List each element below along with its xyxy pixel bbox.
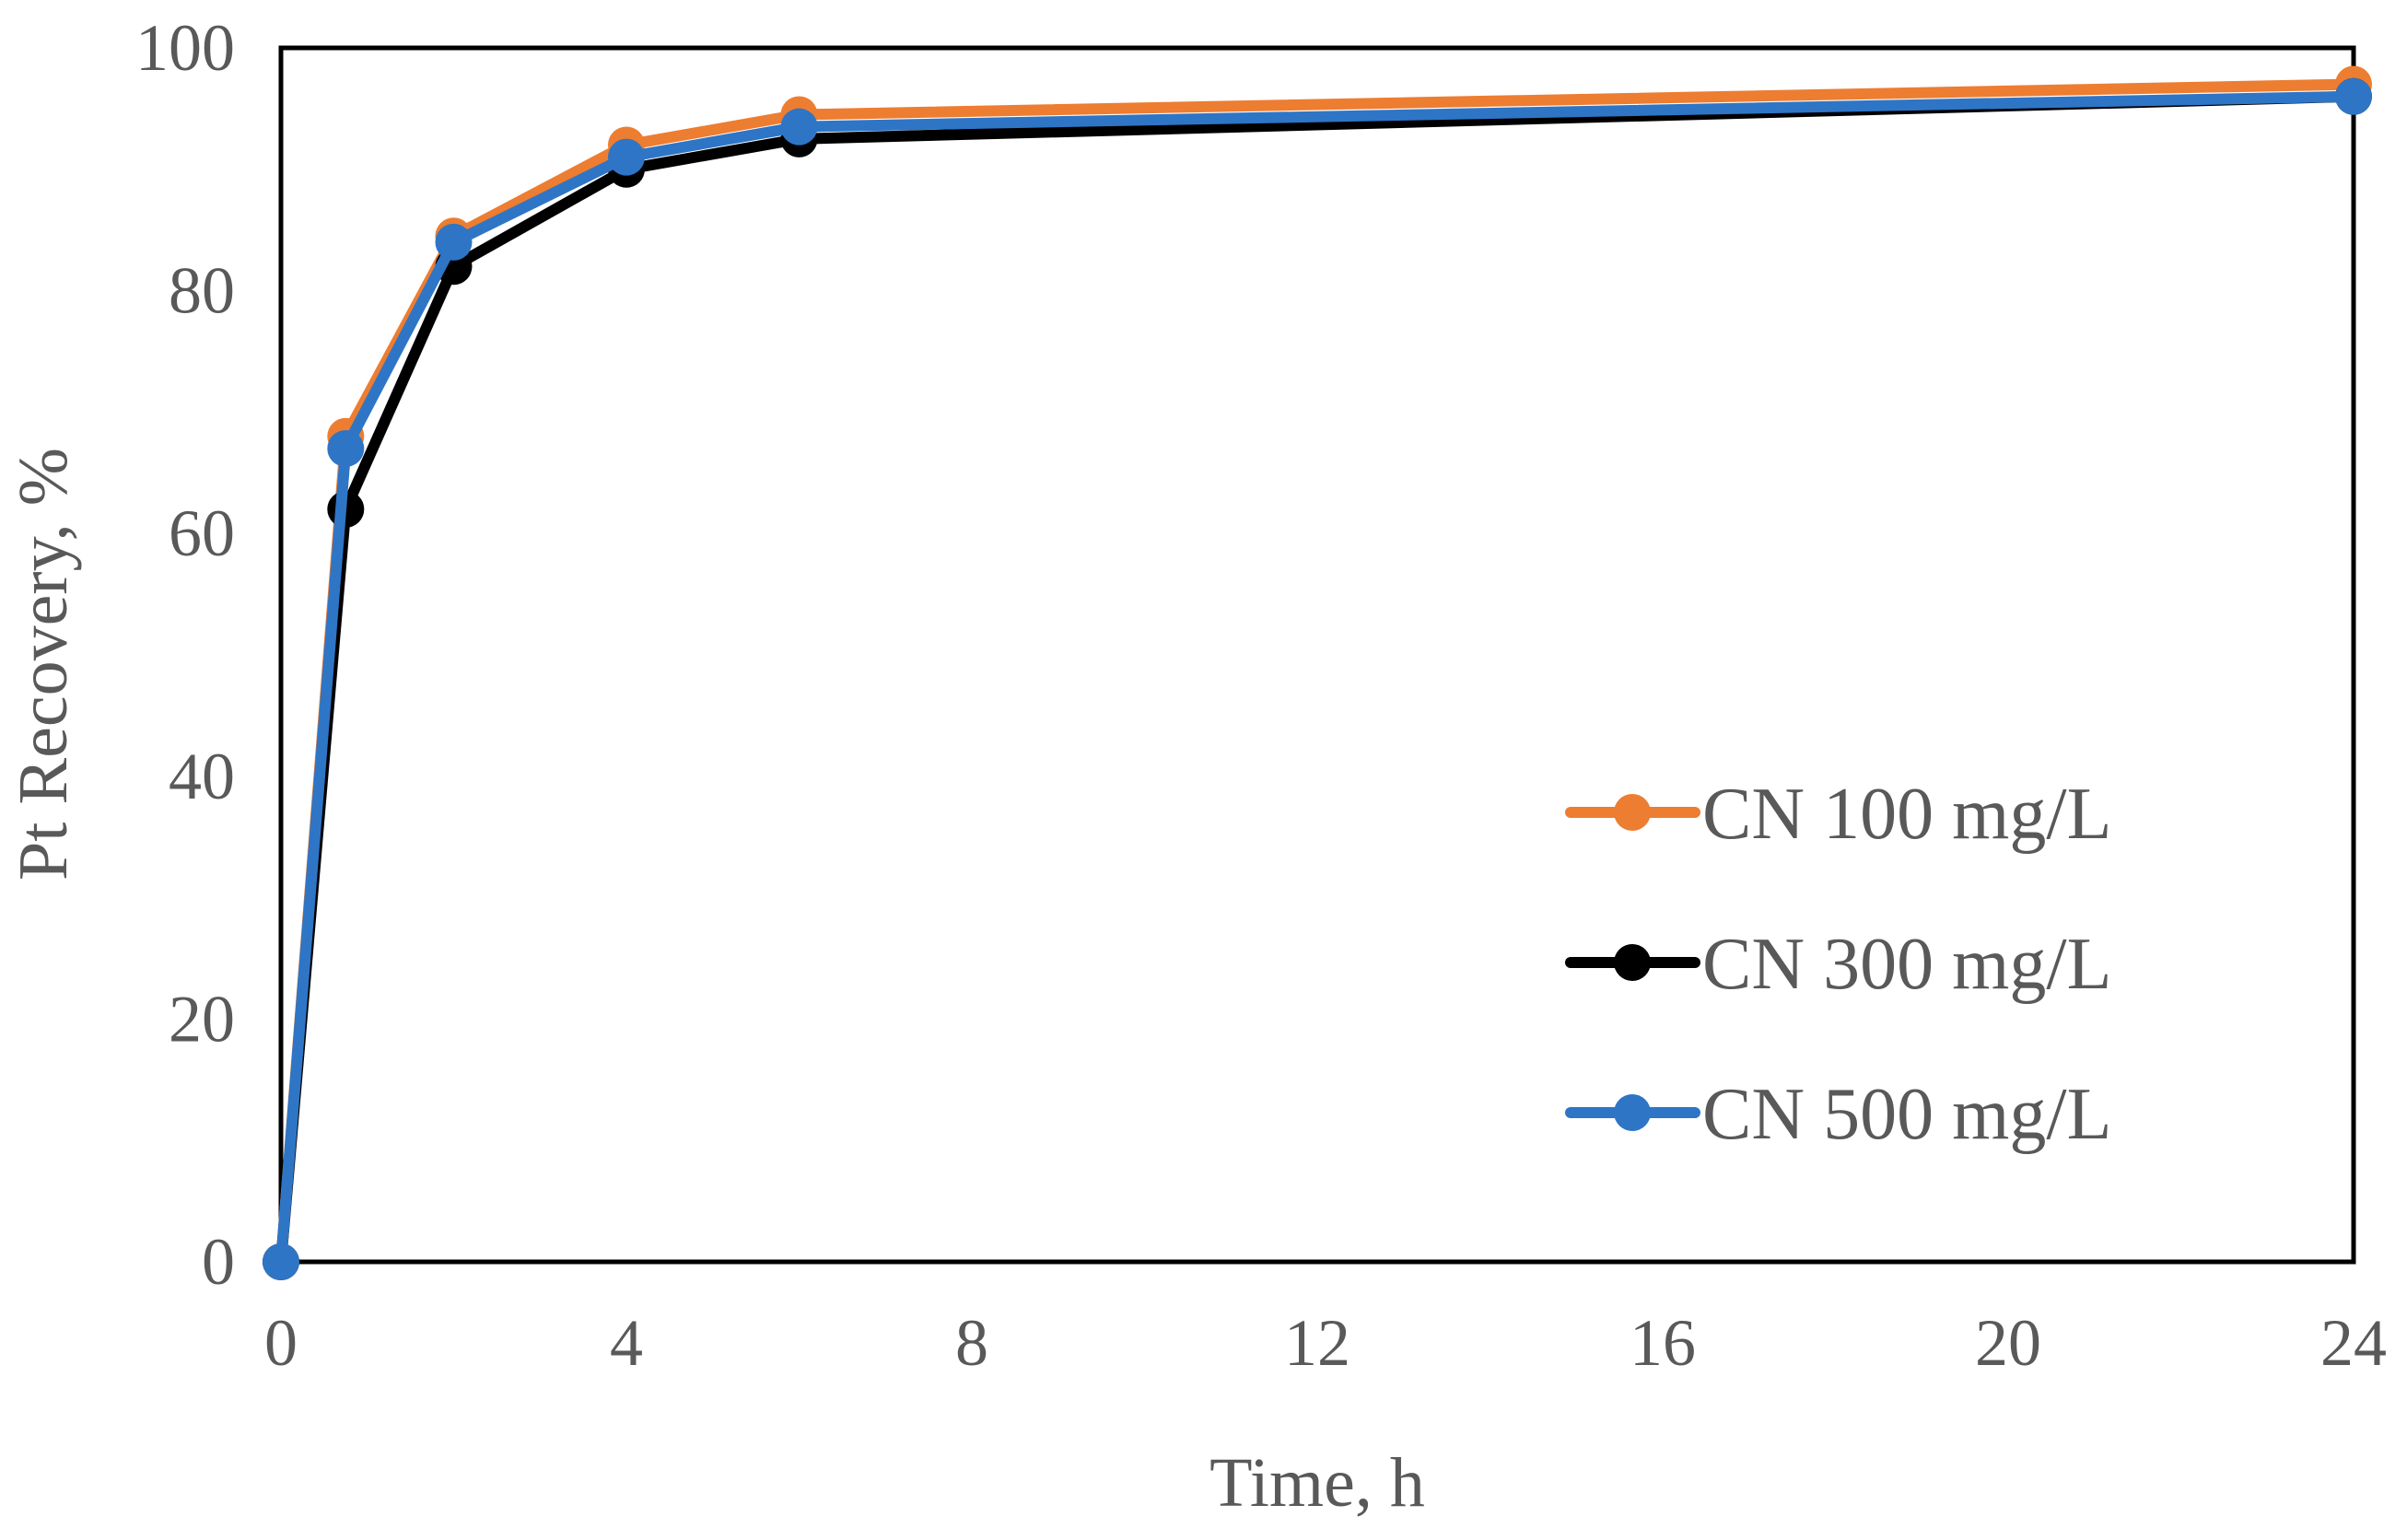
data-point-s3-2 xyxy=(435,223,473,261)
y-tick-label-40: 40 xyxy=(169,740,235,813)
series-line-3 xyxy=(275,90,2359,1267)
x-tick-label-20: 20 xyxy=(1975,1306,2041,1380)
legend-label-3: CN 500 mg/L xyxy=(1702,1074,2111,1155)
data-point-s3-4 xyxy=(780,108,818,146)
x-axis-title: Time, h xyxy=(1209,1444,1425,1522)
y-axis-title: Pt Recovery, % xyxy=(5,448,82,881)
y-tick-label-100: 100 xyxy=(135,11,235,85)
legend-marker-3 xyxy=(1614,1094,1651,1131)
x-tick-label-12: 12 xyxy=(1284,1306,1350,1380)
legend-item-3: CN 500 mg/L xyxy=(1565,1074,2111,1155)
x-axis-ticks: 0 4 8 12 16 20 24 xyxy=(264,1306,2387,1380)
data-point-s3-0 xyxy=(263,1243,299,1280)
series-3 xyxy=(263,77,2372,1280)
legend-marker-1 xyxy=(1614,794,1651,831)
legend-item-2: CN 300 mg/L xyxy=(1565,924,2111,1005)
legend-marker-2 xyxy=(1614,944,1651,981)
data-point-s3-1 xyxy=(327,429,365,467)
legend: CN 100 mg/L CN 300 mg/L CN 500 mg/L xyxy=(1565,774,2111,1155)
x-tick-label-16: 16 xyxy=(1630,1306,1696,1380)
plot-area xyxy=(278,45,2356,1265)
data-point-s3-5 xyxy=(2335,77,2372,115)
y-tick-label-20: 20 xyxy=(169,982,235,1056)
y-tick-label-0: 0 xyxy=(202,1225,235,1299)
x-tick-label-4: 4 xyxy=(610,1306,643,1380)
x-tick-label-8: 8 xyxy=(955,1306,988,1380)
y-tick-label-60: 60 xyxy=(169,496,235,570)
x-tick-label-0: 0 xyxy=(264,1306,298,1380)
legend-label-1: CN 100 mg/L xyxy=(1702,774,2111,855)
legend-label-2: CN 300 mg/L xyxy=(1702,924,2111,1005)
x-tick-label-24: 24 xyxy=(2320,1306,2387,1380)
y-tick-label-80: 80 xyxy=(169,254,235,328)
series-layer xyxy=(263,65,2372,1280)
y-axis-ticks: 0 20 40 60 80 100 xyxy=(135,11,235,1299)
legend-item-1: CN 100 mg/L xyxy=(1565,774,2111,855)
data-point-s3-3 xyxy=(608,138,645,176)
